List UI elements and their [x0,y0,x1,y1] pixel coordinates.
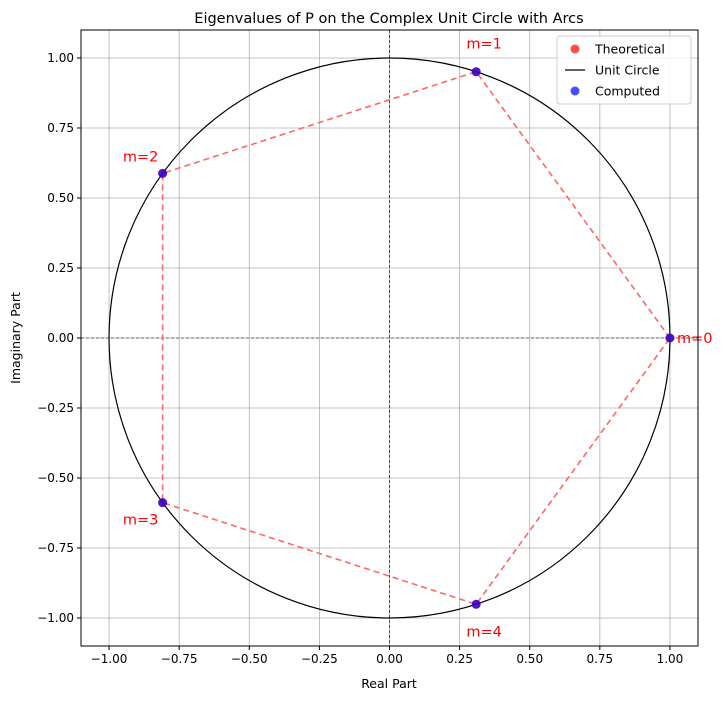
x-axis-label: Real Part [361,676,417,691]
plot-area: m=0 m=1 m=2 m=3 m=4 [81,30,712,646]
chart-title: Eigenvalues of P on the Complex Unit Cir… [194,11,583,27]
computed-point [471,599,481,609]
legend: Theoretical Unit Circle Computed [556,35,692,105]
x-tick-label: 0.75 [586,652,613,666]
y-tick-label: −0.25 [37,401,74,415]
axes: −1.00 −0.75 −0.50 −0.25 0.00 0.25 0.50 0.75 1.00… [37,29,699,666]
legend-label-unit-circle: Unit Circle [595,63,660,78]
x-tick-label: 0.25 [446,652,473,666]
y-tick-label: −0.50 [37,471,74,485]
eigenvalue-arcs [161,70,671,606]
y-tick-label: 1.00 [47,51,74,65]
legend-swatch-computed [570,86,580,96]
y-tick-label: 0.25 [47,261,74,275]
x-tick-label: −0.25 [301,652,338,666]
legend-label-theoretical: Theoretical [594,42,665,57]
x-tick-label: 1.00 [657,652,684,666]
annotation-label: m=1 [466,37,502,53]
y-tick-label: 0.50 [47,191,74,205]
x-tick-label: −0.50 [231,652,268,666]
computed-point [471,67,481,77]
y-tick-label: −1.00 [37,611,74,625]
annotation-label: m=0 [677,331,713,347]
computed-point [665,333,675,343]
y-tick-label: 0.00 [47,331,74,345]
legend-swatch-theoretical [570,44,580,54]
y-tick-label: −0.75 [37,541,74,555]
x-tick-label: 0.50 [516,652,543,666]
annotation-label: m=3 [123,513,159,529]
x-tick-label: −1.00 [91,652,128,666]
legend-box [556,35,692,105]
computed-point [158,168,168,178]
legend-label-computed: Computed [595,84,660,99]
x-tick-label: 0.00 [376,652,403,666]
annotation-label: m=2 [123,149,159,165]
y-tick-label: 0.75 [47,121,74,135]
y-axis-label: Imaginary Part [8,292,23,384]
x-tick-label: −0.75 [161,652,198,666]
annotation-label: m=4 [466,624,502,640]
computed-point [158,498,168,508]
